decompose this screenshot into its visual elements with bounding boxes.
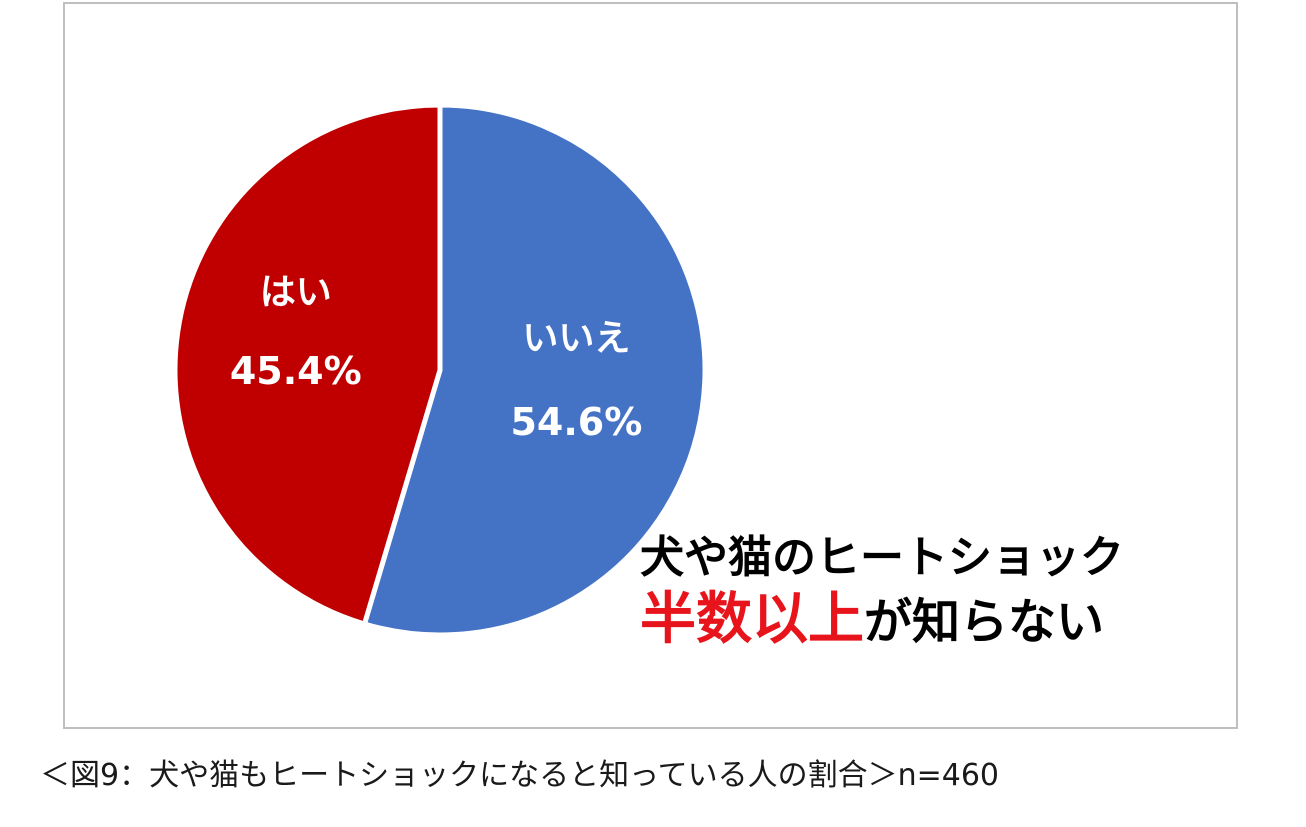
pie-slice-1 [361,102,708,638]
pie-slice-label-1: いいえ [522,318,630,359]
callout-line-2: 半数以上が知らない [640,586,1230,656]
pie-slice-value-1: 54.6% [510,400,642,444]
pie-slice-2 [172,102,443,627]
pie-slice-value-2: 45.4% [230,349,362,393]
callout-text: 犬や猫のヒートショック 半数以上が知らない [640,530,1230,656]
pie-labels: いいえ 54.6% はい 45.4% [230,272,642,444]
figure-caption: ＜図9：犬や猫もヒートショックになると知っている人の割合＞n=460 [40,758,999,793]
callout-line-1: 犬や猫のヒートショック [640,532,1124,583]
pie-slices [172,102,708,638]
pie-slice-label-2: はい [260,272,332,313]
callout-line-2-rest: が知らない [864,594,1105,650]
callout-highlight: 半数以上 [640,587,864,652]
